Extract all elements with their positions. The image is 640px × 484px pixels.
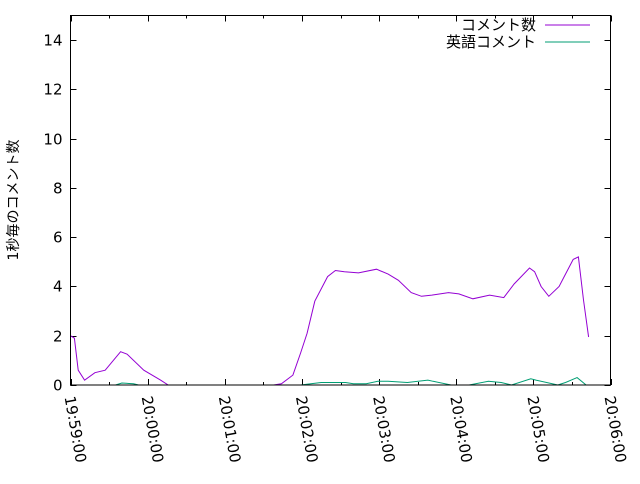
y-tick-label: 0 [53, 377, 63, 395]
x-tick-label: 20:05:00 [523, 395, 552, 464]
x-tick-label: 20:02:00 [292, 395, 321, 464]
y-tick-label: 14 [43, 32, 62, 50]
legend-label: コメント数 [461, 16, 536, 34]
x-tick-label: 20:01:00 [215, 395, 244, 464]
y-axis-label: 1秒毎のコメント数 [6, 140, 22, 261]
plot-frame [71, 16, 611, 386]
x-tick-label: 20:03:00 [369, 395, 398, 464]
y-tick-label: 2 [53, 328, 63, 346]
x-tick-label: 20:00:00 [138, 395, 167, 464]
y-tick-label: 12 [43, 81, 62, 99]
y-tick-label: 6 [53, 229, 63, 247]
legend-label: 英語コメント [446, 33, 536, 51]
x-tick-label: 20:04:00 [446, 395, 475, 464]
x-tick-label: 20:06:00 [601, 395, 630, 464]
y-tick-label: 8 [53, 180, 63, 198]
series-line-2 [71, 378, 587, 385]
x-tick-label: 19:59:00 [61, 395, 90, 464]
series-line-1 [71, 257, 589, 385]
y-tick-label: 4 [53, 278, 63, 296]
y-tick-label: 10 [43, 131, 62, 149]
